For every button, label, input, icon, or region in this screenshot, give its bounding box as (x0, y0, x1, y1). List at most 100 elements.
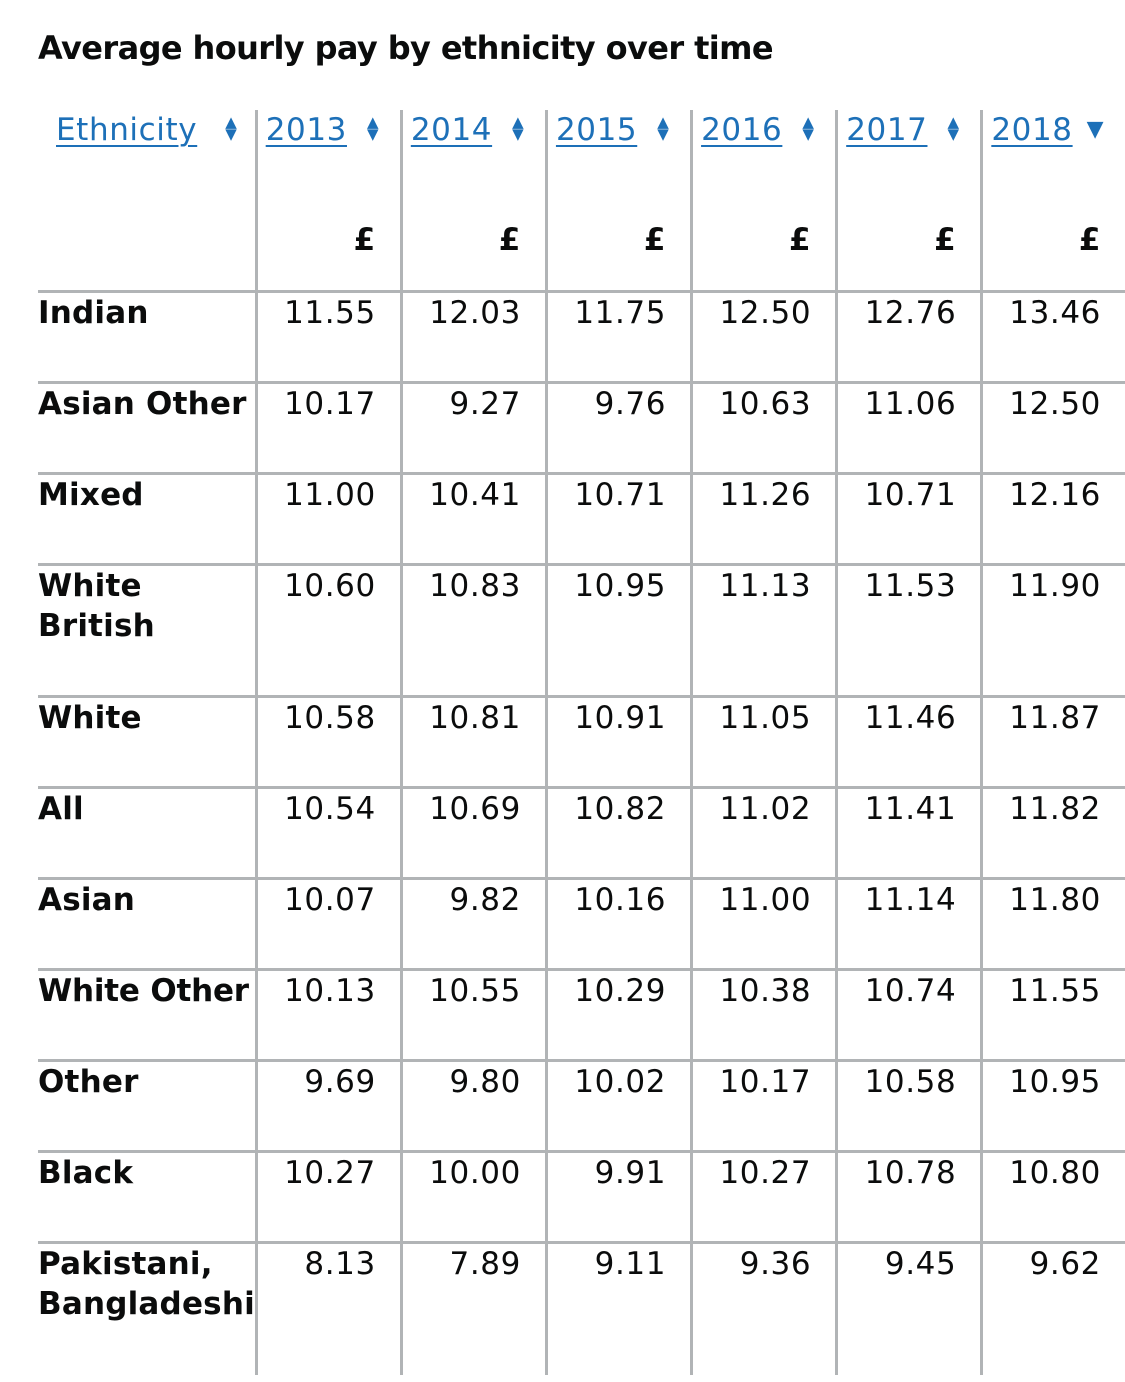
table-cell: 9.36 (690, 1241, 837, 1375)
row-label: Mixed (38, 472, 257, 565)
table-cell: 11.00 (254, 472, 402, 565)
table-cell: 11.02 (690, 786, 837, 879)
table-cell: 11.13 (690, 563, 837, 697)
table-cell: 10.74 (835, 968, 982, 1061)
table-row: Mixed 11.00 10.41 10.71 11.26 10.71 12.1… (38, 472, 1125, 565)
table-cell: 11.75 (544, 290, 692, 383)
table-row: White Other 10.13 10.55 10.29 10.38 10.7… (38, 968, 1125, 1061)
sort-up-down-icon[interactable]: ▲ ▼ (802, 112, 815, 143)
table-cell: 10.00 (399, 1150, 547, 1243)
row-label: Other (38, 1059, 257, 1152)
table-cell: 11.87 (980, 695, 1125, 788)
table-cell: 11.05 (690, 695, 837, 788)
table-cell: 10.91 (544, 695, 692, 788)
row-label: Asian (38, 877, 257, 970)
table-cell: 11.55 (254, 290, 402, 383)
table-cell: 11.80 (980, 877, 1125, 970)
table-cell: 10.17 (254, 381, 402, 474)
table-cell: 10.71 (835, 472, 982, 565)
table-cell: 9.11 (544, 1241, 692, 1375)
sort-descending-icon[interactable]: ▼ (1086, 117, 1105, 142)
table-cell: 10.60 (254, 563, 402, 697)
table-cell: 12.16 (980, 472, 1125, 565)
table-cell: 10.13 (254, 968, 402, 1061)
table-cell: 10.78 (835, 1150, 982, 1243)
column-header-2017[interactable]: 2017 ▲ ▼ (835, 110, 982, 202)
table-cell: 10.83 (399, 563, 547, 697)
table-cell: 10.71 (544, 472, 692, 565)
row-label: White British (38, 563, 257, 697)
table-cell: 10.55 (399, 968, 547, 1061)
sort-link-2017[interactable]: 2017 (846, 112, 928, 148)
table-cell: 10.69 (399, 786, 547, 879)
row-label: Indian (38, 290, 257, 383)
header-row: Ethnicity ▲ ▼ 2013 ▲ ▼ 2014 ▲ ▼ 2015 ▲ ▼ 2016 ▲ ▼ … (38, 110, 1125, 202)
unit-cell: £ (980, 202, 1125, 292)
sort-up-down-icon[interactable]: ▲ ▼ (366, 112, 380, 143)
table-cell: 13.46 (980, 290, 1125, 383)
table-cell: 11.82 (980, 786, 1125, 879)
row-label: White Other (38, 968, 257, 1061)
sort-link-ethnicity[interactable]: Ethnicity (56, 112, 198, 148)
table-row: White 10.58 10.81 10.91 11.05 11.46 11.8… (38, 695, 1125, 788)
table-cell: 11.00 (690, 877, 837, 970)
column-header-2014[interactable]: 2014 ▲ ▼ (399, 110, 547, 202)
table-cell: 11.14 (835, 877, 982, 970)
table-cell: 11.53 (835, 563, 982, 697)
table-cell: 10.17 (690, 1059, 837, 1152)
sort-link-2014[interactable]: 2014 (410, 112, 493, 148)
table-cell: 10.02 (544, 1059, 692, 1152)
sort-up-down-icon[interactable]: ▲ ▼ (947, 112, 960, 143)
sort-up-down-icon[interactable]: ▲ ▼ (225, 112, 238, 143)
column-header-2016[interactable]: 2016 ▲ ▼ (690, 110, 837, 202)
table-cell: 12.76 (835, 290, 982, 383)
row-label: Black (38, 1150, 257, 1243)
column-header-2013[interactable]: 2013 ▲ ▼ (254, 110, 402, 202)
table-cell: 12.50 (690, 290, 837, 383)
column-header-2018[interactable]: 2018 ▼ (980, 110, 1125, 202)
table-cell: 10.63 (690, 381, 837, 474)
unit-row: £ £ £ £ £ £ (38, 202, 1125, 292)
table-cell: 9.45 (835, 1241, 982, 1375)
unit-cell: £ (690, 202, 837, 292)
table-cell: 10.95 (544, 563, 692, 697)
table-cell: 10.27 (254, 1150, 402, 1243)
table-body: Indian 11.55 12.03 11.75 12.50 12.76 13.… (38, 290, 1125, 1375)
table-cell: 11.26 (690, 472, 837, 565)
table-row: Asian Other 10.17 9.27 9.76 10.63 11.06 … (38, 381, 1125, 474)
sort-link-2016[interactable]: 2016 (701, 112, 783, 148)
table-cell: 10.07 (254, 877, 402, 970)
table-cell: 12.03 (399, 290, 547, 383)
table-cell: 8.13 (254, 1241, 402, 1375)
row-label: All (38, 786, 257, 879)
sort-up-down-icon[interactable]: ▲ ▼ (512, 112, 525, 143)
table-cell: 10.54 (254, 786, 402, 879)
unit-cell: £ (254, 202, 402, 292)
table-cell: 11.41 (835, 786, 982, 879)
table-cell: 9.82 (399, 877, 547, 970)
unit-cell-empty (38, 202, 256, 292)
table-cell: 11.06 (835, 381, 982, 474)
table-cell: 9.69 (254, 1059, 402, 1152)
table-row: White British 10.60 10.83 10.95 11.13 11… (38, 563, 1125, 697)
table-cell: 10.29 (544, 968, 692, 1061)
sort-link-2018[interactable]: 2018 (991, 112, 1073, 148)
column-header-ethnicity[interactable]: Ethnicity ▲ ▼ (38, 110, 256, 202)
table-cell: 10.81 (399, 695, 547, 788)
column-header-2015[interactable]: 2015 ▲ ▼ (544, 110, 692, 202)
table-cell: 10.95 (980, 1059, 1125, 1152)
table-cell: 10.82 (544, 786, 692, 879)
table-cell: 11.90 (980, 563, 1125, 697)
sort-link-2013[interactable]: 2013 (265, 112, 347, 148)
table-cell: 7.89 (399, 1241, 547, 1375)
row-label: Pakistani, Bangladeshi (38, 1241, 257, 1375)
table-row: Pakistani, Bangladeshi 8.13 7.89 9.11 9.… (38, 1241, 1125, 1375)
table-cell: 11.55 (980, 968, 1125, 1061)
table-cell: 9.62 (980, 1241, 1125, 1375)
sort-link-2015[interactable]: 2015 (555, 112, 638, 148)
table-cell: 9.91 (544, 1150, 692, 1243)
table-cell: 9.27 (399, 381, 547, 474)
table-cell: 9.76 (544, 381, 692, 474)
sort-up-down-icon[interactable]: ▲ ▼ (657, 112, 670, 143)
table-row: Indian 11.55 12.03 11.75 12.50 12.76 13.… (38, 290, 1125, 383)
